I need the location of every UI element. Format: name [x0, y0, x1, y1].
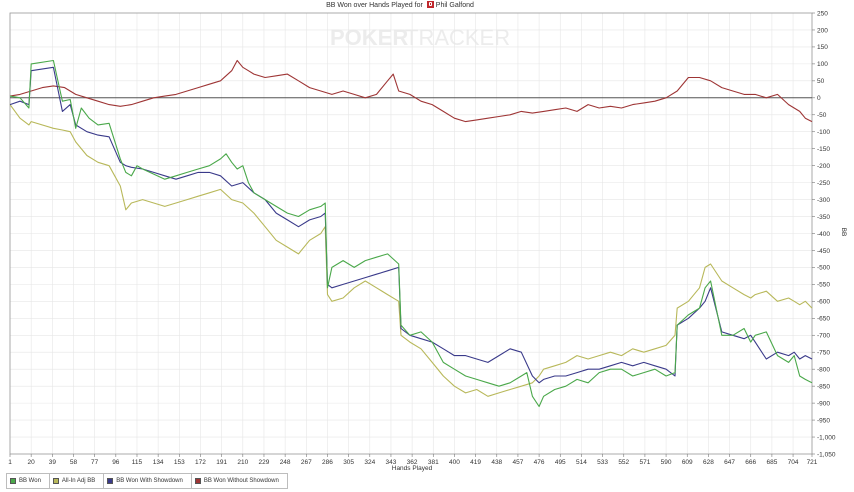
x-tick-label: 533 [597, 459, 608, 466]
series-layer [9, 59, 813, 408]
x-tick-label: 514 [576, 459, 587, 466]
y-tick-label: -650 [817, 316, 830, 323]
y-tick-label: -850 [817, 383, 830, 390]
y-tick-label: -250 [817, 180, 830, 187]
y-axis-ticks: 250 200 150 100 50 0 -50 -100 -150 -200 -250 -300 -3… [812, 10, 836, 458]
legend-label: BB Won Without Showdown [203, 478, 279, 484]
y-axis-label: BB [840, 228, 847, 237]
y-tick-label: 100 [817, 61, 828, 68]
chart-title-text: BB Won over Hands Played for [326, 2, 423, 9]
x-tick-label: 172 [195, 459, 206, 466]
x-tick-label: 20 [28, 459, 36, 466]
x-tick-label: 628 [703, 459, 714, 466]
legend-label: BB Won [19, 478, 41, 484]
x-tick-label: 704 [788, 459, 799, 466]
x-tick-label: 1 [8, 459, 12, 466]
legend-label: BB Won With Showdown [116, 478, 183, 484]
y-tick-label: -150 [817, 146, 830, 153]
player-icon [426, 1, 434, 8]
x-tick-label: 191 [216, 459, 227, 466]
x-tick-label: 210 [237, 459, 248, 466]
x-tick-label: 419 [470, 459, 481, 466]
x-tick-label: 305 [343, 459, 354, 466]
x-tick-label: 153 [174, 459, 185, 466]
chart-grid [9, 12, 813, 455]
legend-swatch [107, 478, 114, 484]
x-tick-label: 381 [428, 459, 439, 466]
y-tick-label: -50 [817, 112, 827, 119]
y-tick-label: 250 [817, 10, 828, 17]
legend-item: BB Won [7, 474, 50, 488]
legend-swatch [52, 478, 59, 484]
x-tick-label: 552 [618, 459, 629, 466]
x-tick-label: 77 [91, 459, 99, 466]
chart-title-player: Phil Galfond [435, 2, 474, 9]
x-tick-label: 571 [639, 459, 650, 466]
y-tick-label: -500 [817, 265, 830, 272]
x-tick-label: 685 [766, 459, 777, 466]
series-line-bb-won [9, 59, 813, 408]
legend-swatch [10, 478, 16, 484]
watermark-poker: POKER [330, 25, 408, 50]
y-tick-label: -600 [817, 299, 830, 306]
x-tick-label: 324 [364, 459, 375, 466]
x-tick-label: 495 [555, 459, 566, 466]
x-tick-label: 343 [386, 459, 397, 466]
x-tick-label: 286 [322, 459, 333, 466]
y-tick-label: 200 [817, 27, 828, 34]
x-tick-label: 400 [449, 459, 460, 466]
y-tick-label: -550 [817, 282, 830, 289]
x-tick-label: 58 [70, 459, 78, 466]
y-tick-label: 0 [817, 95, 821, 102]
y-tick-label: -200 [817, 163, 830, 170]
x-tick-label: 267 [301, 459, 312, 466]
x-tick-label: 115 [132, 459, 143, 466]
x-tick-label: 476 [534, 459, 545, 466]
x-tick-label: 457 [513, 459, 524, 466]
x-tick-label: 362 [407, 459, 418, 466]
x-tick-label: 590 [661, 459, 672, 466]
y-tick-label: -900 [817, 400, 830, 407]
x-tick-label: 609 [682, 459, 693, 466]
watermark-tracker: TRACKER [405, 25, 510, 50]
poker-tracker-watermark: POKER TRACKER [330, 25, 510, 50]
series-line-bb-won-with-showdown [9, 66, 813, 384]
x-tick-label: 134 [153, 459, 164, 466]
legend: BB Won All-In Adj BB BB Won With Showdown B… [6, 473, 288, 489]
x-tick-label: 229 [259, 459, 270, 466]
legend-item: BB Won With Showdown [104, 474, 192, 488]
y-tick-label: -700 [817, 333, 830, 340]
legend-swatch [194, 478, 201, 484]
x-tick-label: 666 [745, 459, 756, 466]
y-tick-label: -1,000 [817, 434, 836, 441]
legend-item: All-In Adj BB [50, 474, 105, 488]
y-tick-label: -400 [817, 231, 830, 238]
series-line-bb-won-without-showdown [9, 59, 813, 123]
y-tick-label: -300 [817, 197, 830, 204]
y-tick-label: -350 [817, 214, 830, 221]
x-axis-ticks: 1 20 39 58 77 96 115 134 153 172 191 210 229 248 267 28… [8, 454, 818, 466]
x-tick-label: 647 [724, 459, 735, 466]
x-axis-label: Hands Played [392, 465, 433, 472]
y-tick-label: -950 [817, 417, 830, 424]
legend-item: BB Won Without Showdown [192, 474, 287, 488]
y-tick-label: -100 [817, 129, 830, 136]
x-tick-label: 248 [280, 459, 291, 466]
x-tick-label: 438 [491, 459, 502, 466]
legend-label: All-In Adj BB [61, 478, 96, 484]
y-tick-label: -800 [817, 366, 830, 373]
x-tick-label: 39 [49, 459, 57, 466]
y-tick-label: -450 [817, 248, 830, 255]
y-tick-label: 150 [817, 44, 828, 51]
series-line-all-in-adj-bb [9, 104, 813, 397]
y-tick-label: 50 [817, 78, 825, 85]
y-tick-label: -1,050 [817, 451, 836, 458]
x-tick-label: 721 [807, 459, 818, 466]
y-tick-label: -750 [817, 350, 830, 357]
chart-title: BB Won over Hands Played for Phil Galfon… [0, 1, 800, 9]
x-tick-label: 96 [112, 459, 120, 466]
